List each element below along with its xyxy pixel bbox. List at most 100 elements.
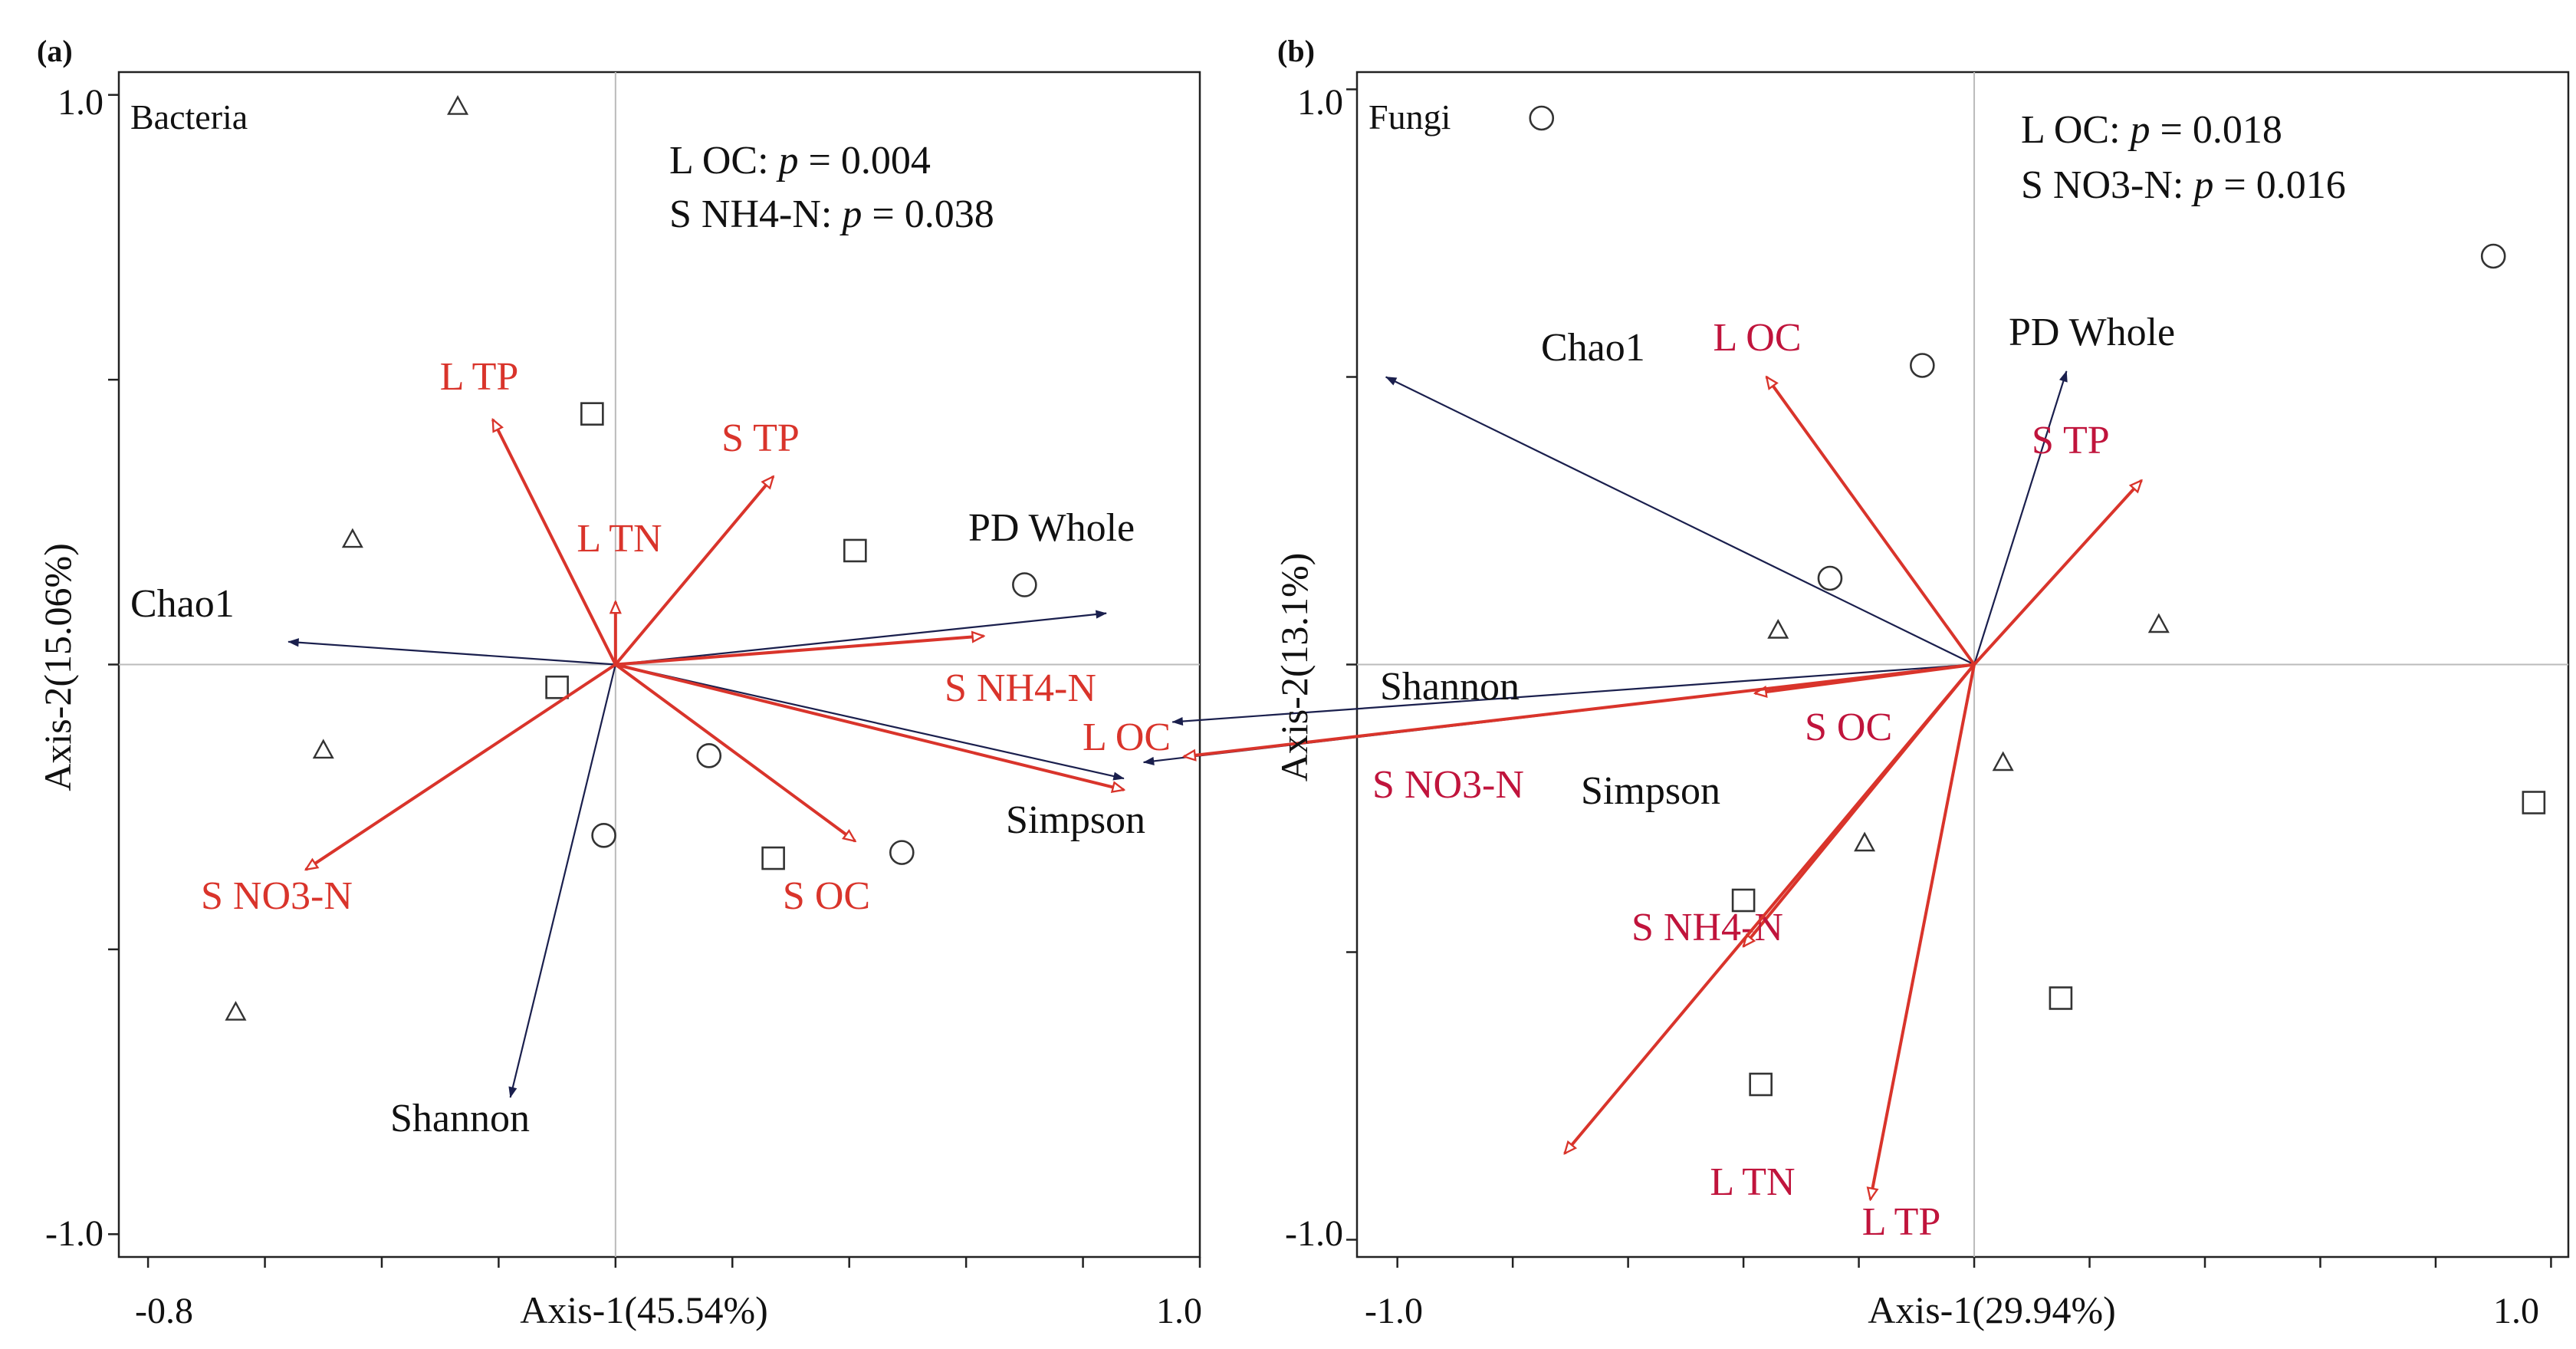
panel-b-sig-2: S NO3-N: p = 0.016 — [2021, 163, 2346, 207]
panel-a-group-label: Bacteria — [130, 97, 248, 137]
sample-point-square — [2522, 791, 2546, 814]
sig-p-value: 0.018 — [2193, 108, 2282, 152]
sample-point-triangle — [2147, 613, 2170, 633]
diversity-label-shannon: Shannon — [390, 1097, 530, 1140]
env-label-l-oc: L OC — [1713, 316, 1801, 360]
sig-name: S NO3-N — [2021, 163, 2173, 207]
env-label-s-tp: S TP — [721, 416, 800, 460]
panel-b-ticks — [1346, 88, 2552, 1268]
sig-p-value: 0.038 — [905, 192, 994, 236]
sample-point-square — [545, 675, 569, 699]
sample-point-triangle — [1992, 751, 2014, 772]
sample-point-square — [580, 402, 604, 426]
panel-a-sig-2: S NH4-N: p = 0.038 — [669, 192, 994, 236]
env-label-l-oc: L OC — [1083, 716, 1171, 759]
env-arrow-s-tp — [614, 476, 774, 666]
sample-point-triangle — [1854, 831, 1876, 852]
env-label-l-tn: L TN — [1710, 1160, 1795, 1204]
panel-b-ytick-label: 1.0 — [1297, 82, 1343, 123]
env-label-s-nh4-n: S NH4-N — [945, 666, 1096, 710]
panel-a-ytick-label: 1.0 — [58, 82, 104, 123]
panel-b-fungi: PD Whole Chao1 Shannon Simpson L OC S TP S OC S… — [1142, 34, 2570, 1331]
sample-point-triangle — [1767, 618, 1789, 639]
diversity-arrow-shannon — [508, 664, 616, 1098]
sample-point-circle — [889, 840, 915, 865]
env-arrow-l-tp — [1871, 664, 1976, 1200]
panel-a-xtick-label: 1.0 — [1156, 1291, 1202, 1331]
sample-point-square — [761, 846, 785, 870]
env-arrow-s-oc — [614, 663, 855, 841]
panel-b-significance: L OC: p = 0.018 S NO3-N: p = 0.016 — [2021, 108, 2346, 207]
sample-point-triangle — [341, 528, 363, 548]
panel-b-sig-1: L OC: p = 0.018 — [2021, 108, 2282, 152]
diversity-arrow-shannon — [1171, 663, 1975, 726]
env-arrow-l-tn — [1565, 663, 1976, 1154]
panel-a-ticks — [108, 94, 1201, 1268]
panel-a-x-axis-title: Axis-1(45.54%) — [520, 1288, 768, 1331]
diversity-label-shannon: Shannon — [1380, 665, 1520, 709]
panel-a-label: (a) — [37, 34, 73, 68]
panel-a-xtick-label: -0.8 — [135, 1291, 193, 1331]
sample-point-square — [2049, 986, 2073, 1010]
sample-point-triangle — [447, 95, 469, 115]
diversity-arrow-chao1 — [288, 638, 616, 666]
env-arrow-s-no3-n — [1184, 663, 1975, 757]
sample-point-circle — [1529, 105, 1555, 131]
env-arrow-l-oc — [615, 663, 1124, 790]
sample-point-circle — [1012, 572, 1037, 597]
sample-point-circle — [696, 743, 722, 768]
env-label-l-tp: L TP — [440, 355, 519, 399]
diversity-label-chao1: Chao1 — [130, 582, 235, 626]
diversity-arrow-pd-whole — [615, 610, 1107, 666]
sample-point-square — [1731, 888, 1756, 913]
sample-point-circle — [1817, 565, 1843, 591]
panel-b-y-axis-title: Axis-2(13.1%) — [1273, 553, 1316, 782]
env-arrow-s-no3-n — [306, 663, 616, 871]
sample-point-circle — [591, 823, 616, 848]
env-arrow-s-tp — [1973, 481, 2141, 666]
env-label-s-nh4-n: S NH4-N — [1631, 906, 1783, 949]
env-label-l-tn: L TN — [577, 517, 662, 561]
sig-name: L OC — [2021, 108, 2109, 152]
diversity-label-pd-whole: PD Whole — [2009, 311, 2175, 354]
panel-a-significance: L OC: p = 0.004 S NH4-N: p = 0.038 — [669, 139, 994, 236]
env-arrow-l-tp — [491, 420, 617, 666]
sample-point-circle — [2480, 243, 2506, 269]
panel-b-xtick-label: -1.0 — [1365, 1291, 1423, 1331]
panel-a-vectors: PD Whole Chao1 Simpson Shannon L TP S TP L TN S… — [130, 355, 1171, 1140]
panel-b-group-label: Fungi — [1368, 97, 1451, 137]
diversity-arrow-simpson — [615, 663, 1125, 781]
sample-point-triangle — [225, 1001, 247, 1021]
env-label-s-no3-n: S NO3-N — [1372, 763, 1524, 807]
diversity-label-pd-whole: PD Whole — [968, 506, 1135, 550]
sample-point-square — [843, 538, 867, 563]
sig-name: S NH4-N — [669, 192, 821, 236]
env-arrow-l-oc — [1766, 377, 1976, 666]
sig-p-value: 0.016 — [2256, 163, 2346, 207]
panel-b-xtick-label: 1.0 — [2493, 1291, 2539, 1331]
env-label-s-no3-n: S NO3-N — [201, 874, 353, 918]
diversity-arrow-pd-whole — [1973, 370, 2068, 665]
sig-name: L OC — [669, 139, 757, 183]
sample-point-triangle — [312, 739, 334, 759]
panel-a-ytick-label: -1.0 — [45, 1213, 104, 1254]
sample-point-square — [1749, 1072, 1773, 1097]
diversity-arrow-chao1 — [1385, 376, 1975, 666]
panel-a-sig-1: L OC: p = 0.004 — [669, 139, 931, 183]
env-label-s-tp: S TP — [2032, 419, 2110, 462]
sig-p-value: 0.004 — [841, 139, 931, 183]
panel-b-samples — [1529, 105, 2546, 1097]
panel-b-x-axis-title: Axis-1(29.94%) — [1868, 1288, 2116, 1331]
panel-b-label: (b) — [1277, 34, 1315, 68]
panel-b-ytick-label: -1.0 — [1285, 1213, 1343, 1254]
diversity-label-simpson: Simpson — [1581, 769, 1720, 813]
env-label-s-oc: S OC — [1805, 706, 1892, 749]
panel-b-vectors: PD Whole Chao1 Shannon Simpson L OC S TP S OC S… — [1142, 311, 2175, 1244]
env-arrow-s-nh4-n — [615, 636, 984, 666]
panel-a-samples — [225, 95, 1037, 1021]
sample-point-circle — [1910, 353, 1935, 378]
diversity-label-simpson: Simpson — [1006, 798, 1145, 842]
panel-a-y-axis-title: Axis-2(15.06%) — [36, 543, 79, 791]
diversity-label-chao1: Chao1 — [1541, 326, 1645, 370]
